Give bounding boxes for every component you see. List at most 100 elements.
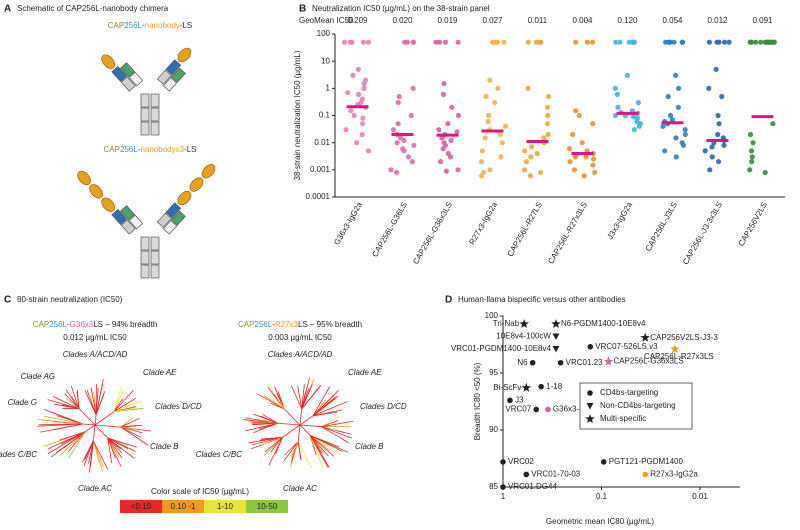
data-point (673, 135, 679, 141)
nanobody (77, 170, 91, 186)
antibody (101, 47, 192, 136)
branch (65, 397, 80, 409)
data-point (613, 39, 619, 45)
label-part: LS – 94% breadth (93, 320, 157, 329)
clade-label: Clade AE (143, 368, 177, 377)
data-point (640, 332, 650, 342)
branch (264, 436, 283, 453)
data-point (345, 89, 351, 96)
branch (92, 424, 96, 442)
branch (67, 431, 86, 453)
data-point (603, 356, 614, 366)
data-point (770, 121, 776, 127)
data-point (351, 112, 357, 119)
data-point (347, 39, 353, 45)
clade-label: Clades D/CD (360, 402, 407, 411)
branch (113, 390, 134, 413)
point-label: VRC07 (505, 405, 531, 414)
branch (120, 424, 137, 428)
branch (92, 440, 109, 470)
data-point (719, 93, 725, 100)
branch (290, 441, 299, 468)
data-point (482, 135, 488, 141)
legend-marker (586, 403, 594, 410)
data-point (715, 112, 721, 119)
legend-box (579, 382, 693, 430)
label-part: nanobody (145, 21, 180, 30)
data-point (749, 154, 755, 160)
label-part: - (142, 21, 145, 30)
ch1 (120, 219, 136, 235)
data-point (569, 131, 576, 138)
data-point (612, 85, 618, 91)
branch (290, 385, 303, 410)
branch (283, 408, 301, 426)
branch (59, 431, 86, 457)
point-label: 1-18 (546, 382, 563, 391)
data-point (758, 39, 764, 45)
label-part: CAP (238, 320, 254, 329)
tree-subtitle: 0.003 µg/mL IC50 (268, 333, 332, 342)
branch (52, 396, 80, 409)
data-point (492, 99, 498, 106)
data-point (495, 85, 501, 91)
clade-label: Clade AE (348, 368, 382, 377)
color-scale-box (162, 500, 204, 513)
branch (95, 393, 105, 415)
data-point (478, 159, 485, 165)
branch (92, 440, 100, 463)
data-point (537, 39, 543, 45)
data-point (762, 169, 768, 176)
branch (113, 397, 137, 413)
y-tick-label: 90 (489, 425, 498, 434)
branch (44, 415, 83, 425)
data-point (350, 72, 356, 78)
data-point (545, 112, 551, 119)
data-point (584, 39, 590, 45)
branch (120, 426, 143, 434)
point-label: N6 (517, 358, 528, 367)
fab-arm (156, 47, 192, 92)
data-point (675, 104, 681, 110)
geomean-label: 0.019 (437, 16, 458, 25)
data-point (771, 39, 778, 45)
branch (297, 441, 302, 460)
data-point (567, 159, 573, 165)
panel-title: Schematic of CAP256L-nanobody chimera (17, 4, 169, 13)
label-part: 256L (124, 21, 142, 30)
label-part: 256L (254, 320, 272, 329)
clade-label: Clade AC (283, 484, 317, 493)
x-tick-label: J3x3-IgG2a (606, 200, 635, 241)
branch (120, 417, 140, 428)
data-point (590, 121, 596, 127)
data-point (765, 39, 771, 45)
branch (90, 387, 97, 415)
label: CAP256L-G36x3LS – 94% breadth (33, 320, 158, 329)
data-point (395, 99, 401, 106)
branch (312, 395, 339, 417)
x-tick-label: CAP256L-R27x3LS (546, 201, 589, 266)
y-tick-label: 100 (485, 311, 499, 320)
branch (120, 426, 142, 438)
data-point (410, 39, 416, 45)
legend-marker (587, 390, 593, 396)
point-label: J3 (515, 395, 524, 404)
clade-label: Clades A/ACD/AD (268, 350, 333, 359)
data-point (630, 39, 636, 45)
nanobody (189, 177, 204, 192)
data-point (573, 39, 579, 45)
clade-label: Clade AG (21, 372, 55, 381)
color-scale-box (246, 500, 288, 513)
fc-domain (150, 236, 160, 251)
data-point (522, 148, 528, 154)
data-point (455, 167, 461, 173)
data-point (395, 121, 401, 127)
ch1 (120, 76, 136, 92)
data-point (498, 154, 504, 160)
clade-label: Clades A/ACD/AD (63, 350, 128, 359)
point-label: Bi-ScFv (493, 383, 521, 392)
data-point (581, 173, 587, 179)
label-part: 256L (120, 145, 138, 154)
branch (63, 431, 86, 449)
data-point (706, 85, 712, 91)
